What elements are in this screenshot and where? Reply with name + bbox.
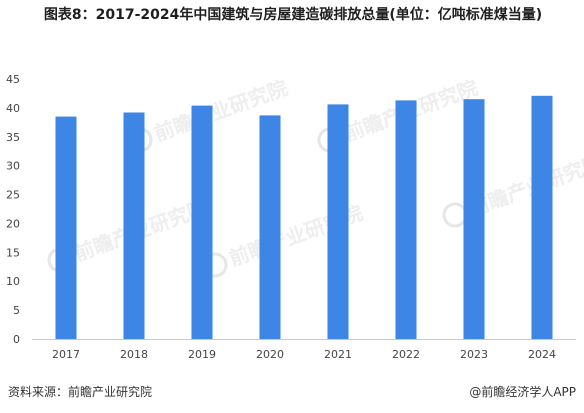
y-tick-label: 25: [6, 189, 20, 202]
y-tick-label: 30: [6, 160, 20, 173]
bar: [259, 115, 281, 340]
x-tick-label: 2017: [52, 348, 80, 361]
source-note: 资料来源：前瞻产业研究院: [8, 385, 153, 399]
x-tick-label: 2022: [392, 348, 420, 361]
x-tick-label: 2021: [324, 348, 352, 361]
y-tick-label: 40: [6, 102, 20, 115]
bar: [531, 95, 553, 339]
bar-series: [55, 95, 553, 340]
bar: [327, 104, 349, 340]
x-tick-label: 2020: [256, 348, 284, 361]
bar: [55, 116, 77, 339]
y-tick-labels: 0 5 10 15 20 25 30 35 40 45: [6, 73, 20, 346]
y-tick-label: 35: [6, 131, 20, 144]
x-tick-label: 2023: [460, 348, 488, 361]
y-tick-label: 20: [6, 217, 20, 230]
x-tick-label: 2024: [528, 348, 556, 361]
chart-title: 图表8：2017-2024年中国建筑与房屋建造碳排放总量(单位：亿吨标准煤当量): [43, 7, 543, 23]
x-tick-label: 2019: [188, 348, 216, 361]
watermark: 前瞻产业研究院: [442, 150, 584, 228]
y-tick-label: 5: [13, 304, 20, 317]
y-tick-label: 15: [6, 246, 20, 259]
y-tick-label: 10: [6, 275, 20, 288]
bar: [395, 100, 417, 340]
y-tick-label: 45: [6, 73, 20, 86]
bar: [123, 112, 145, 339]
bar: [191, 105, 213, 339]
x-tick-label: 2018: [120, 348, 148, 361]
bar: [463, 99, 485, 339]
y-tick-label: 0: [13, 333, 20, 346]
x-tick-labels: 2017 2018 2019 2020 2021 2022 2023 2024: [52, 348, 556, 361]
credit-note: @前瞻经济学人APP: [469, 385, 576, 399]
